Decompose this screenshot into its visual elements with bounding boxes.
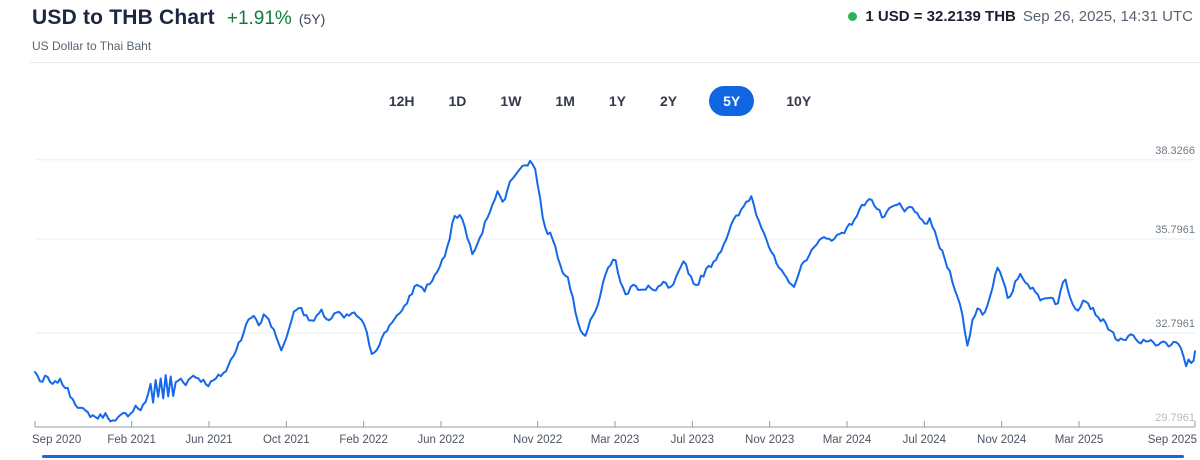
- x-axis-label: Mar 2024: [823, 434, 872, 446]
- live-rate-timestamp: Sep 26, 2025, 14:31 UTC: [1022, 8, 1193, 25]
- y-axis-label: 29.7961: [1155, 412, 1195, 424]
- x-axis-label: Mar 2025: [1055, 434, 1104, 446]
- live-indicator-dot-icon: [848, 12, 858, 21]
- pair-subtitle: US Dollar to Thai Baht: [32, 39, 152, 53]
- live-rate-block: 1 USD = 32.2139 THB Sep 26, 2025, 14:31 …: [848, 8, 1193, 25]
- rate-line-series: [34, 159, 1196, 423]
- x-axis-label: Nov 2024: [977, 434, 1027, 446]
- change-period: (5Y): [298, 11, 326, 27]
- x-axis-label: Nov 2023: [745, 434, 794, 446]
- range-button-1d[interactable]: 1D: [447, 86, 469, 116]
- y-axis-label: 32.7961: [1155, 318, 1195, 330]
- range-button-1y[interactable]: 1Y: [607, 86, 628, 116]
- x-axis-label: Oct 2021: [263, 434, 310, 446]
- x-axis-label: Nov 2022: [513, 434, 562, 446]
- range-button-1w[interactable]: 1W: [498, 86, 523, 116]
- x-axis-label: Jun 2021: [185, 434, 232, 446]
- x-axis-label: Mar 2023: [591, 434, 640, 446]
- range-button-5y[interactable]: 5Y: [709, 86, 755, 116]
- page-title: USD to THB Chart: [32, 6, 215, 29]
- y-axis-label: 35.7961: [1155, 224, 1195, 236]
- bottom-accent-line: [42, 455, 1184, 458]
- range-button-1m[interactable]: 1M: [553, 86, 576, 116]
- x-axis-label: Jul 2023: [671, 434, 714, 446]
- x-axis-label: Jul 2024: [903, 434, 947, 446]
- live-rate-value: 1 USD = 32.2139 THB: [865, 8, 1016, 25]
- x-axis-label: Feb 2022: [339, 434, 388, 446]
- change-percent: +1.91%: [226, 8, 292, 29]
- x-axis-label: Feb 2021: [107, 434, 156, 446]
- header-divider: [30, 62, 1200, 63]
- x-axis-label: Sep 2020: [32, 434, 81, 446]
- x-axis-label: Jun 2022: [417, 434, 464, 446]
- range-button-2y[interactable]: 2Y: [658, 86, 679, 116]
- y-axis-label: 38.3266: [1155, 145, 1195, 157]
- range-button-12h[interactable]: 12H: [387, 86, 417, 116]
- range-button-10y[interactable]: 10Y: [784, 86, 813, 116]
- x-axis-label: Sep 2025: [1148, 434, 1197, 446]
- time-range-selector: 12H 1D 1W 1M 1Y 2Y 5Y 10Y: [0, 86, 1200, 116]
- chart-header: USD to THB Chart +1.91% (5Y): [32, 6, 325, 30]
